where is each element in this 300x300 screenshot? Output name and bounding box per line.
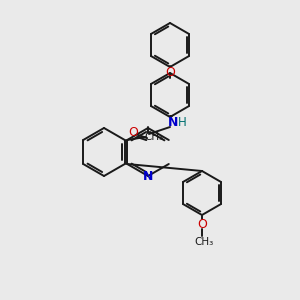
Text: CH₃: CH₃ xyxy=(194,237,214,247)
Text: O: O xyxy=(128,125,138,139)
Text: H: H xyxy=(178,116,186,128)
Text: N: N xyxy=(143,170,153,184)
Text: O: O xyxy=(165,65,175,79)
Text: O: O xyxy=(197,218,207,230)
Text: CH₃: CH₃ xyxy=(145,132,164,142)
Text: N: N xyxy=(168,116,178,128)
